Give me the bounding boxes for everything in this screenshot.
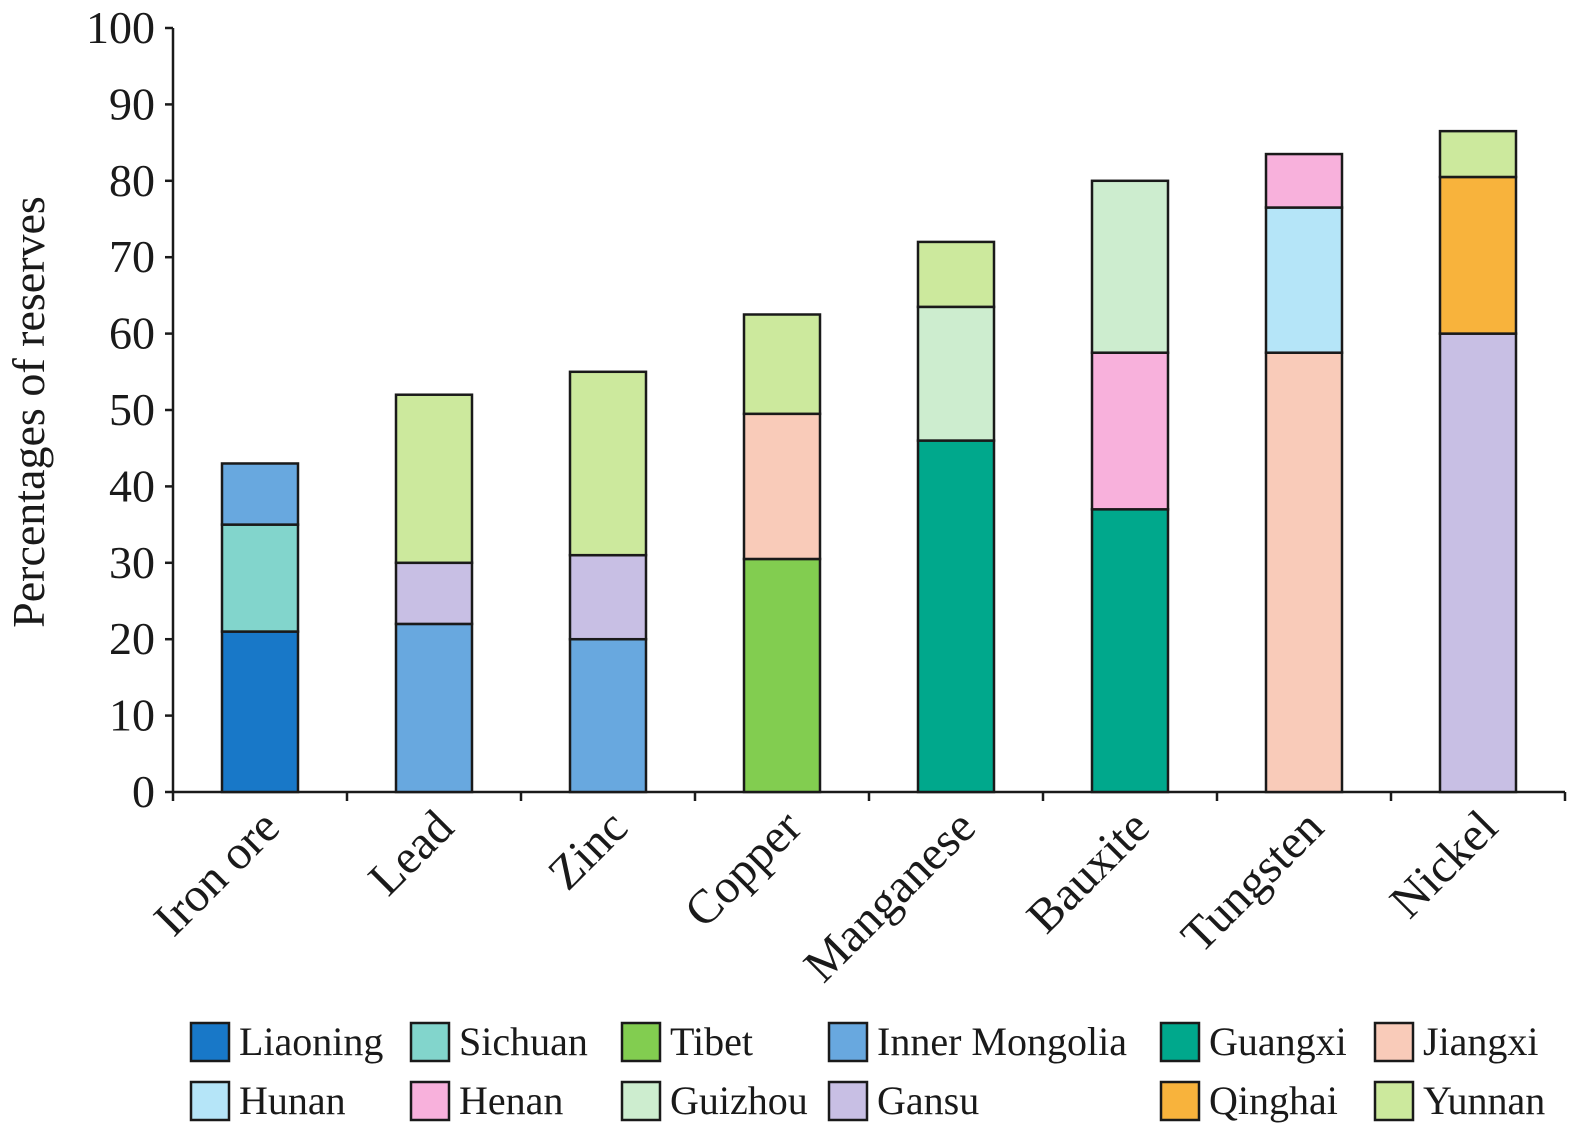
- legend-label: Gansu: [877, 1078, 979, 1123]
- x-axis: [171, 790, 1567, 801]
- y-tick-label: 60: [109, 308, 155, 359]
- legend-item-tibet: Tibet: [620, 1019, 753, 1064]
- bar-segment-tungsten-hunan: [1264, 206, 1344, 354]
- y-tick-label: 90: [109, 78, 155, 129]
- bar-segment-copper-jiangxi: [742, 412, 822, 561]
- y-tick-label: 80: [109, 155, 155, 206]
- y-tick-label: 50: [109, 384, 155, 435]
- legend-item-jiangxi: Jiangxi: [1373, 1019, 1539, 1064]
- legend-label: Yunnan: [1423, 1078, 1545, 1123]
- legend-label: Jiangxi: [1423, 1019, 1539, 1064]
- legend-swatch: [1159, 1080, 1201, 1122]
- legend-swatch: [189, 1080, 231, 1122]
- bar-segment-zinc-inner-mongolia: [568, 637, 648, 794]
- bar-segment-copper-tibet: [742, 557, 822, 794]
- y-axis: 0 10 20 30 40 50 60 70 80 90 100: [86, 2, 175, 817]
- bar-segment-iron-ore-inner-mongolia: [220, 462, 300, 526]
- bar-segment-iron-ore-liaoning: [220, 630, 300, 794]
- bar-segment-lead-gansu: [394, 561, 474, 626]
- y-tick-label: 100: [86, 2, 155, 53]
- legend-swatch: [620, 1021, 662, 1063]
- legend-item-gansu: Gansu: [827, 1078, 979, 1123]
- legend-swatch: [827, 1021, 869, 1063]
- bar-segment-nickel-gansu: [1438, 332, 1518, 794]
- x-tick-label-copper: Copper: [674, 800, 811, 937]
- legend-item-qinghai: Qinghai: [1159, 1078, 1338, 1123]
- bar-segment-iron-ore-sichuan: [220, 523, 300, 633]
- legend-label: Tibet: [670, 1019, 753, 1064]
- legend-item-liaoning: Liaoning: [189, 1019, 383, 1064]
- bar-segment-tungsten-henan: [1264, 152, 1344, 209]
- legend: Liaoning Sichuan Tibet Inner Mongolia Guangx…: [189, 1019, 1545, 1123]
- legend-item-henan: Henan: [409, 1078, 563, 1123]
- x-tick-label-zinc: Zinc: [538, 800, 638, 900]
- bar-segment-bauxite-guangxi: [1090, 508, 1170, 794]
- legend-label: Inner Mongolia: [877, 1019, 1127, 1064]
- legend-swatch: [1373, 1080, 1415, 1122]
- legend-swatch: [827, 1080, 869, 1122]
- y-tick-label: 70: [109, 231, 155, 282]
- legend-item-sichuan: Sichuan: [409, 1019, 588, 1064]
- bar-segment-zinc-gansu: [568, 553, 648, 641]
- bar-segment-bauxite-guizhou: [1090, 179, 1170, 354]
- bar-segment-tungsten-jiangxi: [1264, 351, 1344, 794]
- bar-segment-bauxite-henan: [1090, 351, 1170, 511]
- legend-item-yunnan: Yunnan: [1373, 1078, 1545, 1123]
- legend-label: Qinghai: [1209, 1078, 1338, 1123]
- legend-label: Sichuan: [459, 1019, 588, 1064]
- legend-item-guangxi: Guangxi: [1159, 1019, 1347, 1064]
- legend-swatch: [620, 1080, 662, 1122]
- bar-segment-zinc-yunnan: [568, 370, 648, 557]
- legend-label: Liaoning: [239, 1019, 383, 1064]
- y-axis-label: Percentages of reserves: [3, 196, 54, 628]
- bar-segment-copper-yunnan: [742, 313, 822, 416]
- bar-segment-manganese-guangxi: [916, 439, 996, 794]
- y-tick-label: 30: [109, 537, 155, 588]
- x-tick-label-manganese: Manganese: [794, 800, 986, 992]
- bars: [220, 129, 1518, 794]
- x-tick-label-lead: Lead: [358, 800, 463, 905]
- legend-label: Hunan: [239, 1078, 346, 1123]
- bar-segment-manganese-guizhou: [916, 305, 996, 442]
- legend-label: Henan: [459, 1078, 563, 1123]
- bar-segment-nickel-qinghai: [1438, 175, 1518, 335]
- x-tick-label-tungsten: Tungsten: [1171, 800, 1334, 963]
- bar-segment-manganese-yunnan: [916, 240, 996, 309]
- legend-swatch: [1373, 1021, 1415, 1063]
- y-tick-label: 20: [109, 613, 155, 664]
- legend-label: Guizhou: [670, 1078, 808, 1123]
- x-tick-label-nickel: Nickel: [1380, 800, 1508, 928]
- legend-item-guizhou: Guizhou: [620, 1078, 808, 1123]
- legend-swatch: [409, 1021, 451, 1063]
- legend-item-inner-mongolia: Inner Mongolia: [827, 1019, 1127, 1064]
- bar-segment-lead-yunnan: [394, 393, 474, 565]
- legend-label: Guangxi: [1209, 1019, 1347, 1064]
- bar-segment-lead-inner-mongolia: [394, 622, 474, 794]
- y-tick-label: 10: [109, 690, 155, 741]
- legend-swatch: [1159, 1021, 1201, 1063]
- x-tick-label-iron-ore: Iron ore: [144, 800, 290, 946]
- legend-swatch: [189, 1021, 231, 1063]
- x-tick-label-bauxite: Bauxite: [1017, 800, 1160, 943]
- bar-segment-nickel-yunnan: [1438, 129, 1518, 179]
- legend-item-hunan: Hunan: [189, 1078, 346, 1123]
- legend-swatch: [409, 1080, 451, 1122]
- y-tick-label: 40: [109, 460, 155, 511]
- y-tick-label: 0: [132, 766, 155, 817]
